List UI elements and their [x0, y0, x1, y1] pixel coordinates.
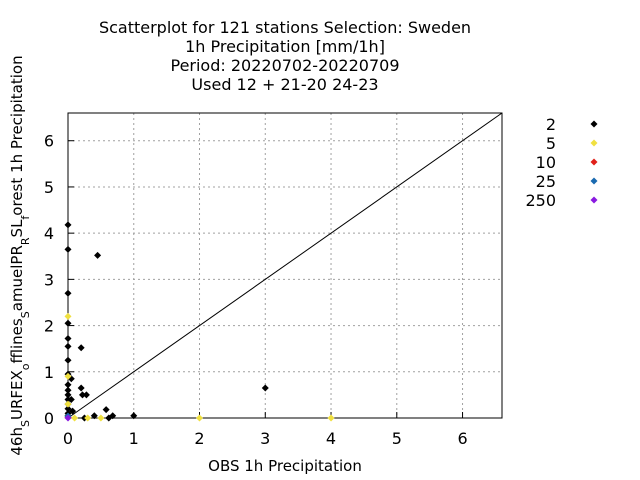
y-axis-ticks: 0 1 2 3 4 5 6 — [44, 132, 74, 428]
data-point-5 — [196, 414, 204, 422]
data-point-2 — [130, 412, 138, 420]
y-axis-label-part: S — [19, 311, 32, 318]
data-point-2 — [64, 356, 72, 364]
x-tick-label: 3 — [260, 429, 270, 448]
data-point-5 — [71, 414, 79, 422]
data-point-2 — [90, 412, 98, 420]
y-axis-label-part: S — [19, 420, 32, 427]
x-tick-label: 5 — [392, 429, 402, 448]
y-axis-label-part: R — [19, 237, 32, 245]
data-point-2 — [77, 384, 85, 392]
y-axis-label-part: amuelPR — [8, 245, 26, 311]
data-point-5 — [97, 414, 105, 422]
y-axis-label-part: f — [19, 215, 32, 220]
data-point-5 — [64, 312, 72, 320]
data-point-2 — [109, 412, 117, 420]
grid-lines — [68, 113, 502, 418]
data-point-2 — [64, 381, 72, 389]
data-point-2 — [78, 391, 86, 399]
data-point-2 — [67, 396, 75, 404]
x-axis-ticks: 0 1 2 3 4 5 6 — [63, 412, 468, 448]
legend-marker — [590, 196, 598, 204]
title-line-2: 1h Precipitation [mm/1h] — [185, 37, 385, 56]
x-axis-label: OBS 1h Precipitation — [208, 457, 362, 475]
y-tick-label: 2 — [44, 317, 54, 336]
data-point-2 — [77, 344, 85, 352]
x-tick-label: 6 — [457, 429, 467, 448]
title-line-3: Period: 20220702-20220709 — [170, 56, 399, 75]
data-point-2 — [64, 289, 72, 297]
y-tick-label: 6 — [44, 132, 54, 151]
y-tick-label: 0 — [44, 409, 54, 428]
data-point-5 — [64, 372, 72, 380]
diagonal-line — [67, 112, 503, 419]
y-axis-label-part: o — [19, 363, 32, 370]
legend-marker — [590, 158, 598, 166]
data-points — [64, 221, 335, 422]
data-point-2 — [64, 335, 72, 343]
data-point-2 — [64, 391, 72, 399]
data-point-5 — [64, 400, 72, 408]
legend-label: 25 — [536, 172, 556, 191]
legend-label: 10 — [536, 153, 556, 172]
legend-marker — [590, 120, 598, 128]
data-point-5 — [84, 414, 92, 422]
y-tick-label: 1 — [44, 363, 54, 382]
y-axis-label-part: URFEX — [8, 370, 26, 420]
y-axis-label-part: orest 1h Precipitation — [8, 55, 26, 215]
data-point-2 — [64, 342, 72, 350]
y-axis-label-part: fflines — [8, 318, 26, 363]
data-point-2 — [82, 391, 90, 399]
legend-label: 250 — [525, 191, 556, 210]
data-point-250 — [64, 414, 72, 422]
y-tick-label: 3 — [44, 270, 54, 289]
y-tick-label: 4 — [44, 224, 54, 243]
data-point-2 — [261, 384, 269, 392]
y-tick-label: 5 — [44, 178, 54, 197]
x-tick-label: 0 — [63, 429, 73, 448]
data-point-2 — [69, 407, 77, 415]
y-axis-label-part: SL — [8, 219, 26, 238]
x-tick-label: 1 — [129, 429, 139, 448]
title-line-1: Scatterplot for 121 stations Selection: … — [99, 18, 471, 37]
data-point-5 — [327, 414, 335, 422]
legend-marker — [590, 139, 598, 147]
x-tick-label: 4 — [326, 429, 336, 448]
data-point-2 — [64, 221, 72, 229]
chart-title: Scatterplot for 121 stations Selection: … — [99, 18, 471, 94]
x-tick-label: 2 — [194, 429, 204, 448]
legend-label: 5 — [546, 134, 556, 153]
title-line-4: Used 12 + 21-20 24-23 — [191, 75, 378, 94]
legend-label: 2 — [546, 115, 556, 134]
y-axis-label-part: 46h — [8, 427, 26, 456]
legend-marker — [590, 177, 598, 185]
data-point-2 — [64, 245, 72, 253]
y-axis-label: 46hSURFEXofflinesSamuelPRRSLforest 1h Pr… — [8, 55, 32, 455]
plot-area — [67, 112, 503, 419]
data-point-2 — [102, 406, 110, 414]
data-point-2 — [64, 386, 72, 394]
data-point-2 — [94, 251, 102, 259]
data-point-2 — [64, 319, 72, 327]
